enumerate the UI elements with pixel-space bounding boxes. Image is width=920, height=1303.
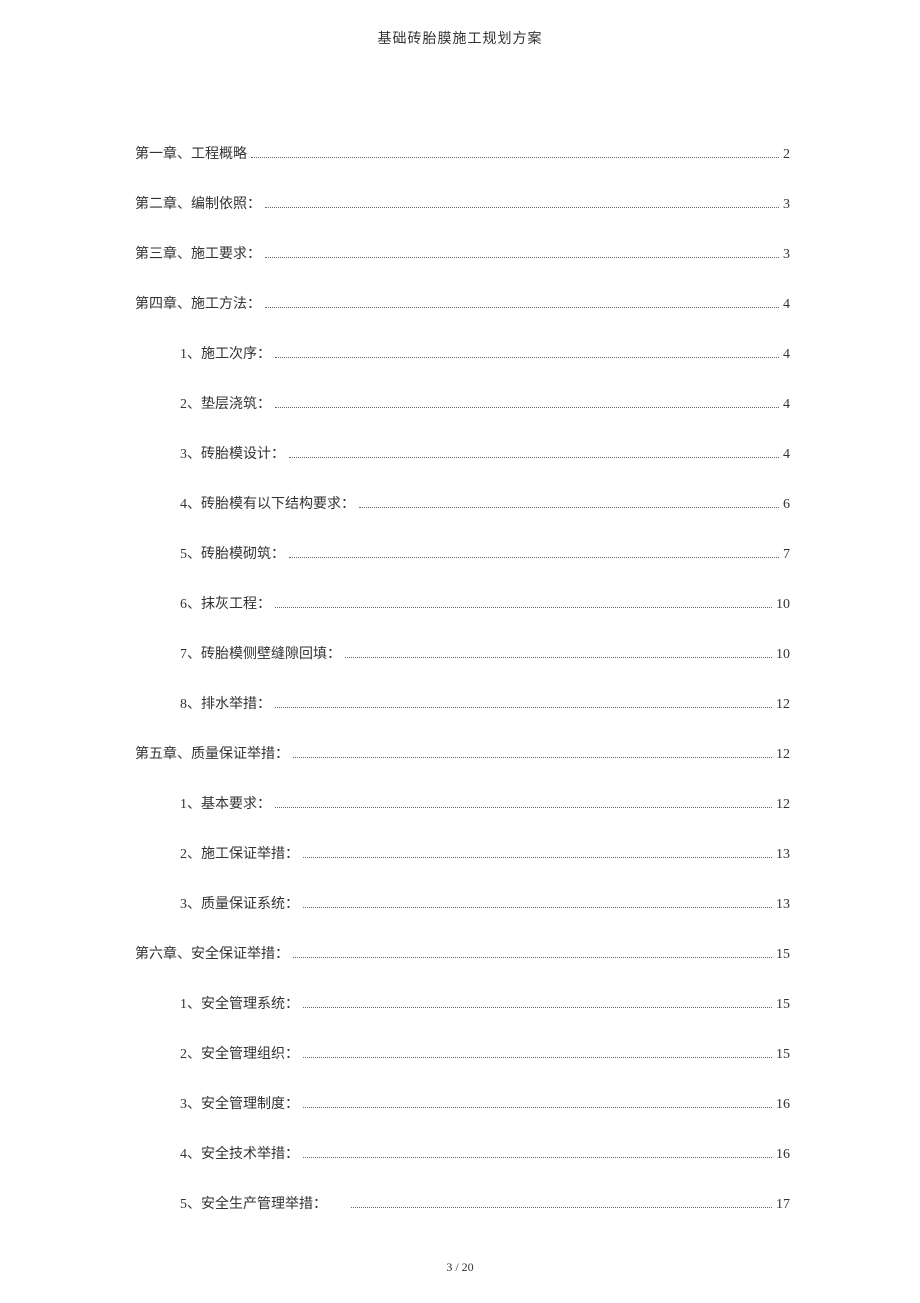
table-of-contents: 第一章、工程概略2第二章、编制依照：3第三章、施工要求：3第四章、施工方法：41… xyxy=(0,48,920,1213)
toc-entry: 第五章、质量保证举措： 12 xyxy=(135,743,790,763)
toc-entry-page: 15 xyxy=(776,1047,790,1063)
toc-leader-dots xyxy=(351,1207,772,1208)
toc-entry-page: 12 xyxy=(776,697,790,713)
toc-entry-label: 第四章、施工方法： xyxy=(135,293,261,313)
toc-entry-page: 15 xyxy=(776,947,790,963)
toc-entry: 第三章、施工要求： 3 xyxy=(135,243,790,263)
toc-entry-page: 16 xyxy=(776,1097,790,1113)
toc-entry-label: 2、垫层浇筑： xyxy=(180,393,271,413)
toc-leader-dots xyxy=(293,757,772,758)
toc-entry-label: 4、安全技术举措： xyxy=(180,1143,299,1163)
toc-entry: 4、砖胎模有以下结构要求： 6 xyxy=(135,493,790,513)
toc-entry-page: 3 xyxy=(783,247,790,263)
toc-entry-label: 第六章、安全保证举措： xyxy=(135,943,289,963)
toc-entry-page: 4 xyxy=(783,347,790,363)
toc-entry-page: 15 xyxy=(776,997,790,1013)
toc-leader-dots xyxy=(275,807,772,808)
toc-entry-page: 10 xyxy=(776,597,790,613)
toc-entry-label: 5、安全生产管理举措： xyxy=(180,1193,327,1213)
toc-entry-page: 12 xyxy=(776,747,790,763)
toc-leader-dots xyxy=(293,957,772,958)
toc-leader-dots xyxy=(265,307,779,308)
toc-entry: 4、安全技术举措： 16 xyxy=(135,1143,790,1163)
toc-entry-label: 7、砖胎模侧壁缝隙回填： xyxy=(180,643,341,663)
toc-entry-page: 16 xyxy=(776,1147,790,1163)
toc-entry: 6、抹灰工程： 10 xyxy=(135,593,790,613)
toc-entry-label: 3、安全管理制度： xyxy=(180,1093,299,1113)
toc-leader-dots xyxy=(289,457,779,458)
toc-entry-page: 6 xyxy=(783,497,790,513)
toc-entry: 1、基本要求： 12 xyxy=(135,793,790,813)
toc-entry-label: 8、排水举措： xyxy=(180,693,271,713)
toc-entry: 第二章、编制依照： 3 xyxy=(135,193,790,213)
toc-leader-dots xyxy=(303,907,772,908)
toc-entry: 3、质量保证系统： 13 xyxy=(135,893,790,913)
toc-leader-dots xyxy=(359,507,779,508)
toc-entry-page: 12 xyxy=(776,797,790,813)
toc-leader-dots xyxy=(303,1057,772,1058)
document-title: 基础砖胎膜施工规划方案 xyxy=(0,0,920,48)
toc-leader-dots xyxy=(275,707,772,708)
toc-entry-label: 第三章、施工要求： xyxy=(135,243,261,263)
toc-leader-dots xyxy=(303,1157,772,1158)
toc-entry-page: 13 xyxy=(776,897,790,913)
toc-entry-page: 4 xyxy=(783,297,790,313)
toc-entry-page: 17 xyxy=(776,1197,790,1213)
toc-entry-label: 1、基本要求： xyxy=(180,793,271,813)
toc-entry-label: 3、砖胎模设计： xyxy=(180,443,285,463)
toc-entry-page: 4 xyxy=(783,447,790,463)
page-footer: 3 / 20 xyxy=(0,1260,920,1275)
toc-entry: 2、施工保证举措： 13 xyxy=(135,843,790,863)
toc-leader-dots xyxy=(275,357,779,358)
toc-entry: 7、砖胎模侧壁缝隙回填： 10 xyxy=(135,643,790,663)
toc-leader-dots xyxy=(275,407,779,408)
toc-leader-dots xyxy=(289,557,779,558)
toc-entry: 8、排水举措： 12 xyxy=(135,693,790,713)
toc-entry-label: 第二章、编制依照： xyxy=(135,193,261,213)
toc-entry-page: 13 xyxy=(776,847,790,863)
toc-entry: 1、安全管理系统： 15 xyxy=(135,993,790,1013)
toc-entry-page: 7 xyxy=(783,547,790,563)
toc-entry: 5、砖胎模砌筑： 7 xyxy=(135,543,790,563)
toc-entry-page: 4 xyxy=(783,397,790,413)
toc-leader-dots xyxy=(345,657,772,658)
toc-entry: 第一章、工程概略 2 xyxy=(135,143,790,163)
toc-leader-dots xyxy=(265,257,779,258)
toc-entry-page: 2 xyxy=(783,147,790,163)
toc-entry-label: 2、施工保证举措： xyxy=(180,843,299,863)
toc-entry-label: 第五章、质量保证举措： xyxy=(135,743,289,763)
toc-entry: 2、垫层浇筑： 4 xyxy=(135,393,790,413)
toc-entry-label: 第一章、工程概略 xyxy=(135,143,247,163)
toc-entry-label: 4、砖胎模有以下结构要求： xyxy=(180,493,355,513)
toc-leader-dots xyxy=(251,157,779,158)
toc-entry-label: 1、安全管理系统： xyxy=(180,993,299,1013)
toc-entry: 3、砖胎模设计： 4 xyxy=(135,443,790,463)
toc-entry-page: 3 xyxy=(783,197,790,213)
toc-entry: 第六章、安全保证举措： 15 xyxy=(135,943,790,963)
toc-entry-page: 10 xyxy=(776,647,790,663)
toc-entry: 第四章、施工方法： 4 xyxy=(135,293,790,313)
toc-entry-label: 3、质量保证系统： xyxy=(180,893,299,913)
toc-entry: 3、安全管理制度： 16 xyxy=(135,1093,790,1113)
toc-entry: 1、施工次序： 4 xyxy=(135,343,790,363)
toc-leader-dots xyxy=(275,607,772,608)
toc-leader-dots xyxy=(303,1107,772,1108)
toc-entry-label: 2、安全管理组织： xyxy=(180,1043,299,1063)
toc-entry-label: 1、施工次序： xyxy=(180,343,271,363)
toc-entry: 5、安全生产管理举措： 17 xyxy=(135,1193,790,1213)
toc-leader-dots xyxy=(303,1007,772,1008)
toc-leader-dots xyxy=(303,857,772,858)
toc-entry-label: 6、抹灰工程： xyxy=(180,593,271,613)
toc-entry: 2、安全管理组织： 15 xyxy=(135,1043,790,1063)
toc-entry-label: 5、砖胎模砌筑： xyxy=(180,543,285,563)
toc-leader-dots xyxy=(265,207,779,208)
